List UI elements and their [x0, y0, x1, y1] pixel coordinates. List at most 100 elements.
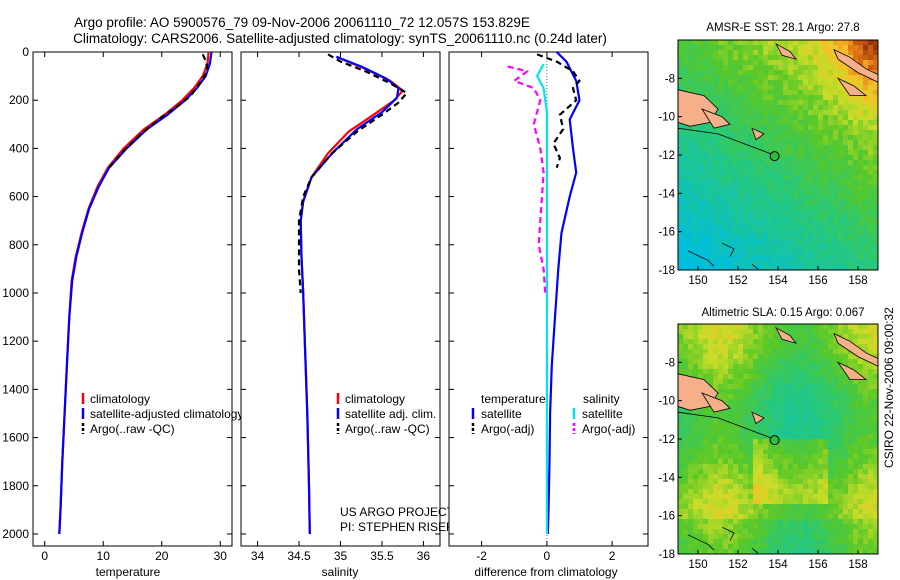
- map-cell: [703, 265, 709, 271]
- map-cell: [678, 529, 684, 535]
- reef-outline: [751, 547, 759, 554]
- map-cell: [823, 255, 829, 261]
- y-tick-label: 1200: [2, 334, 29, 348]
- map-cell: [798, 45, 804, 51]
- map-cell: [843, 379, 849, 385]
- map-cell: [813, 155, 819, 161]
- map-cell: [793, 504, 799, 510]
- map-cell: [708, 459, 714, 465]
- map-cell: [758, 125, 764, 131]
- map-cell: [738, 494, 744, 500]
- map-cell: [738, 359, 744, 365]
- map-cell: [753, 125, 759, 131]
- map-cell: [853, 130, 859, 136]
- map-cell: [783, 90, 789, 96]
- map-cell: [753, 459, 759, 465]
- map-cell: [793, 359, 799, 365]
- map-cell: [818, 205, 824, 211]
- map-cell: [818, 240, 824, 246]
- map-cell: [808, 354, 814, 360]
- map-cell: [718, 90, 724, 96]
- map-cell: [793, 409, 799, 415]
- map-cell: [823, 175, 829, 181]
- map-cell: [733, 389, 739, 395]
- map-cell: [753, 50, 759, 56]
- map-cell: [748, 40, 754, 46]
- map-cell: [868, 494, 874, 500]
- map-cell: [723, 454, 729, 460]
- map-cell: [818, 260, 824, 266]
- map-cell: [813, 379, 819, 385]
- map-cell: [793, 479, 799, 485]
- map-cell: [813, 210, 819, 216]
- map-x-tick-label: 152: [728, 275, 747, 287]
- map-cell: [833, 429, 839, 435]
- map-cell: [748, 324, 754, 330]
- map-cell: [743, 160, 749, 166]
- map-cell: [803, 444, 809, 450]
- map-cell: [858, 170, 864, 176]
- map-cell: [708, 324, 714, 330]
- map-cell: [813, 95, 819, 101]
- map-cell: [693, 479, 699, 485]
- map-cell: [683, 40, 689, 46]
- map-cell: [693, 125, 699, 131]
- map-cell: [858, 190, 864, 196]
- y-tick-label: 600: [9, 190, 29, 204]
- map-cell: [823, 339, 829, 345]
- map-cell: [783, 80, 789, 86]
- map-cell: [698, 324, 704, 330]
- map-cell: [728, 115, 734, 121]
- map-cell: [823, 160, 829, 166]
- map-cell: [853, 454, 859, 460]
- map-cell: [728, 399, 734, 405]
- map-cell: [823, 544, 829, 550]
- map-cell: [678, 75, 684, 81]
- map-cell: [873, 399, 879, 405]
- map-cell: [768, 499, 774, 505]
- map-cell: [728, 100, 734, 106]
- map-cell: [843, 175, 849, 181]
- map-cell: [723, 40, 729, 46]
- map-cell: [688, 349, 694, 355]
- map-cell: [798, 439, 804, 445]
- map-cell: [713, 459, 719, 465]
- map-cell: [748, 150, 754, 156]
- map-cell: [818, 529, 824, 535]
- map-cell: [748, 140, 754, 146]
- map-cell: [773, 195, 779, 201]
- map-cell: [838, 90, 844, 96]
- map-cell: [678, 409, 684, 415]
- map-cell: [798, 180, 804, 186]
- map-cell: [833, 329, 839, 335]
- map-cell: [843, 115, 849, 121]
- map-cell: [678, 454, 684, 460]
- map-cell: [803, 439, 809, 445]
- map-cell: [718, 519, 724, 525]
- map-cell: [738, 379, 744, 385]
- map-cell: [693, 215, 699, 221]
- map-cell: [773, 549, 779, 555]
- map-cell: [868, 205, 874, 211]
- map-cell: [828, 170, 834, 176]
- map-cell: [773, 230, 779, 236]
- map-cell: [833, 220, 839, 226]
- map-cell: [808, 379, 814, 385]
- map-cell: [843, 394, 849, 400]
- map-cell: [838, 225, 844, 231]
- map-cell: [718, 524, 724, 530]
- map-cell: [788, 175, 794, 181]
- map-cell: [793, 240, 799, 246]
- map-cell: [728, 324, 734, 330]
- map-cell: [863, 424, 869, 430]
- map-cell: [863, 110, 869, 116]
- map-cell: [843, 75, 849, 81]
- map-cell: [838, 100, 844, 106]
- map-cell: [753, 334, 759, 340]
- map-cell: [733, 100, 739, 106]
- map-cell: [748, 115, 754, 121]
- series-argo: [297, 53, 408, 294]
- map-cell: [803, 160, 809, 166]
- map-cell: [793, 414, 799, 420]
